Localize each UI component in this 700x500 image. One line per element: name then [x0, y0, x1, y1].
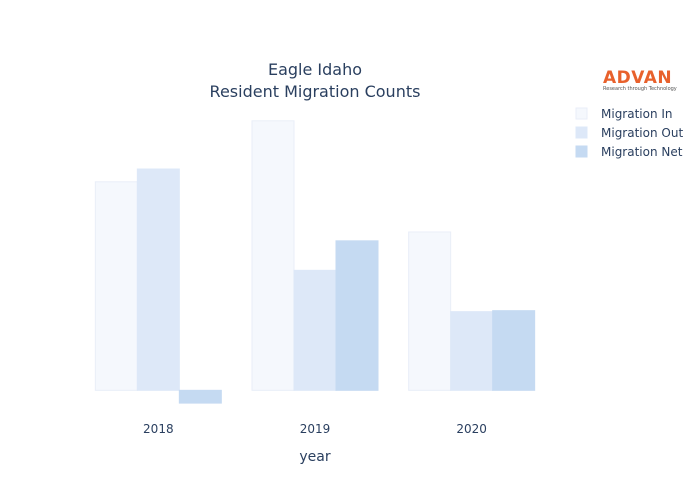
plot-area [94, 120, 536, 404]
x-axis-ticks: 2018 2019 2020 [143, 422, 487, 436]
legend-swatch [575, 107, 588, 120]
bar-migration-in-2020[interactable] [408, 231, 452, 391]
bar-migration-net-2020[interactable] [492, 310, 536, 391]
bar-migration-out-2018[interactable] [136, 168, 180, 391]
legend-item-migration-net[interactable]: Migration Net [575, 145, 683, 159]
advan-logo-tagline: Research through Technology [603, 86, 677, 92]
x-axis-title: year [299, 449, 330, 465]
legend-item-migration-out[interactable]: Migration Out [575, 126, 683, 140]
advan-logo: ADVAN Research through Technology [603, 68, 677, 92]
bar-migration-in-2018[interactable] [94, 181, 138, 391]
legend-label: Migration Net [601, 145, 683, 159]
legend-label: Migration Out [601, 126, 683, 140]
legend-swatch [575, 126, 588, 139]
legend[interactable]: Migration In Migration Out Migration Net [575, 107, 683, 159]
bar-migration-net-2018[interactable] [178, 389, 222, 404]
bar-migration-out-2020[interactable] [450, 311, 494, 391]
legend-item-migration-in[interactable]: Migration In [575, 107, 673, 121]
bar-migration-in-2019[interactable] [251, 120, 295, 391]
legend-swatch [575, 145, 588, 158]
chart-title-line1: Eagle Idaho [268, 60, 362, 79]
x-tick-label-2018: 2018 [143, 422, 174, 436]
bar-migration-net-2019[interactable] [335, 240, 379, 391]
legend-label: Migration In [601, 107, 673, 121]
x-tick-label-2020: 2020 [456, 422, 487, 436]
bar-migration-out-2019[interactable] [293, 269, 337, 391]
x-tick-label-2019: 2019 [300, 422, 331, 436]
advan-logo-text: ADVAN [603, 68, 672, 88]
chart-title-line2: Resident Migration Counts [210, 82, 421, 101]
